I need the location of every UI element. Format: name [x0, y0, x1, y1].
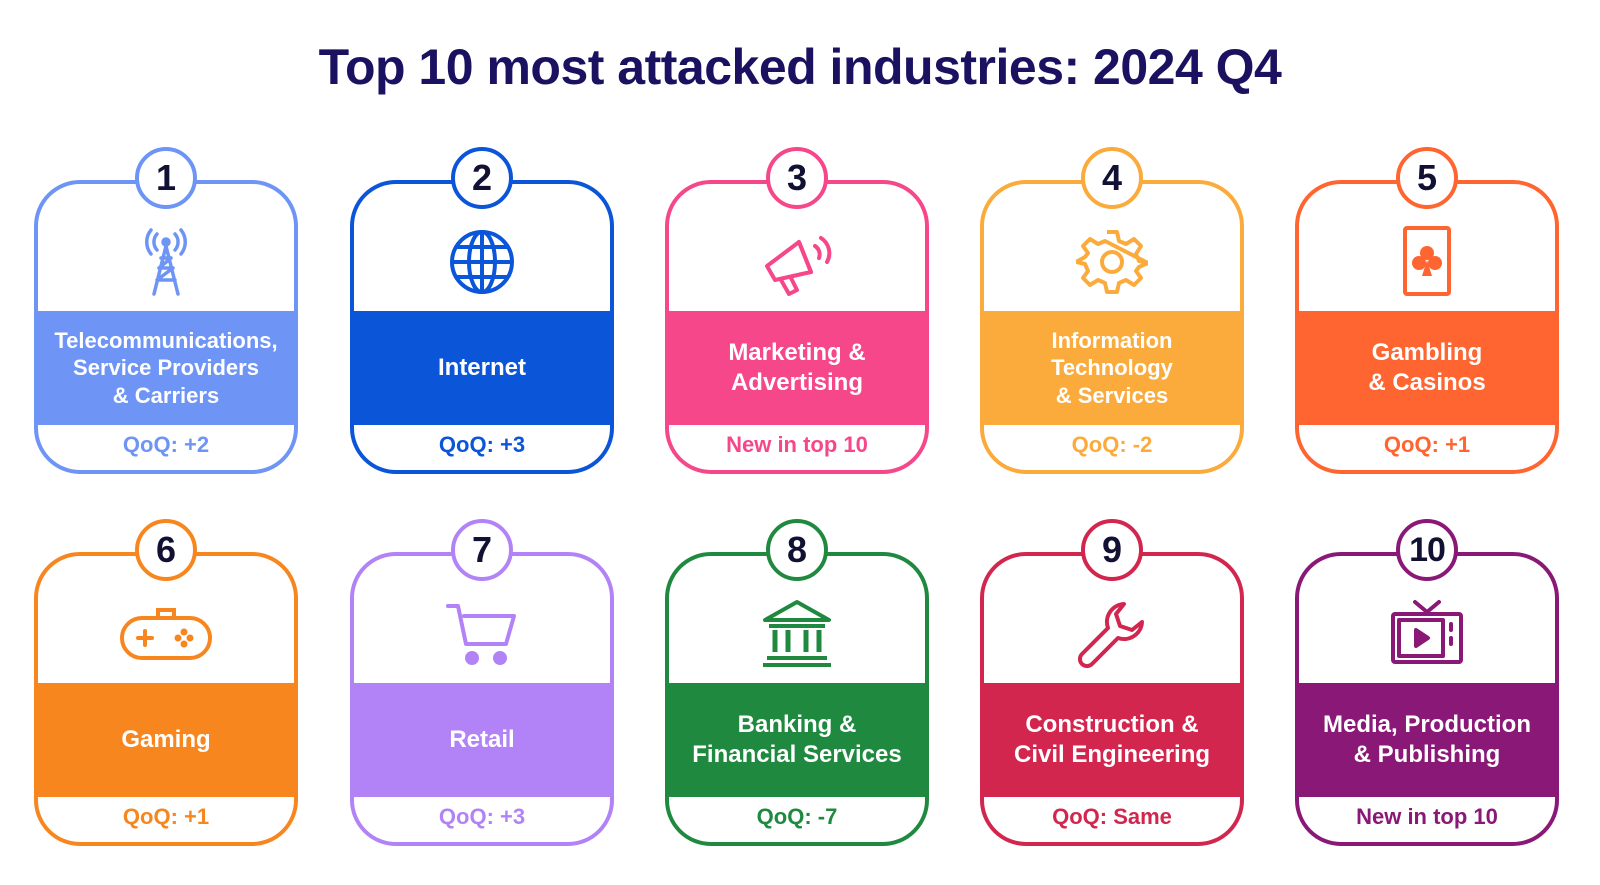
rank-badge: 8: [766, 519, 828, 581]
industry-name: Internet: [354, 311, 610, 425]
industry-name: Marketing & Advertising: [669, 311, 925, 425]
industry-card: Construction & Civil Engineering QoQ: Sam…: [980, 552, 1244, 846]
industry-name: Gaming: [38, 683, 294, 797]
qoq-change: QoQ: +3: [438, 804, 526, 829]
industry-card: Retail QoQ: +3: [350, 552, 614, 846]
industry-card: Marketing & Advertising New in top 10: [665, 180, 929, 474]
rank-badge: 9: [1081, 519, 1143, 581]
industry-card: Telecommunications, Service Providers & …: [34, 180, 298, 474]
tv-icon: [1299, 598, 1555, 670]
industry-card: Internet QoQ: +3: [350, 180, 614, 474]
rank-badge: 5: [1396, 147, 1458, 209]
page-title: Top 10 most attacked industries: 2024 Q4: [318, 39, 1282, 95]
playing-card-icon: [1299, 226, 1555, 298]
industry-card: Gambling & Casinos QoQ: +1: [1295, 180, 1559, 474]
industry-name: Media, Production & Publishing: [1299, 683, 1555, 797]
rank-badge: 3: [766, 147, 828, 209]
rank-badge: 10: [1396, 519, 1458, 581]
industry-card: Media, Production & Publishing New in top…: [1295, 552, 1559, 846]
industry-card: Gaming QoQ: +1: [34, 552, 298, 846]
industry-name: Construction & Civil Engineering: [984, 683, 1240, 797]
industry-name: Gambling & Casinos: [1299, 311, 1555, 425]
wrench-icon: [984, 598, 1240, 670]
industry-name: Telecommunications, Service Providers & …: [38, 311, 294, 425]
megaphone-icon: [669, 226, 925, 298]
rank-badge: 6: [135, 519, 197, 581]
bank-icon: [669, 598, 925, 670]
industry-name: Banking & Financial Services: [669, 683, 925, 797]
qoq-change: QoQ: -2: [1071, 432, 1153, 457]
qoq-change: QoQ: Same: [1052, 804, 1172, 829]
rank-badge: 1: [135, 147, 197, 209]
qoq-change: QoQ: +1: [122, 804, 210, 829]
qoq-change: QoQ: -7: [756, 804, 838, 829]
qoq-change: QoQ: +2: [122, 432, 210, 457]
rank-badge: 4: [1081, 147, 1143, 209]
rank-badge: 7: [451, 519, 513, 581]
industry-card: Information Technology & Services QoQ: -2: [980, 180, 1244, 474]
globe-icon: [354, 226, 610, 298]
qoq-change: New in top 10: [1356, 804, 1498, 829]
industry-name: Retail: [354, 683, 610, 797]
qoq-change: QoQ: +1: [1383, 432, 1471, 457]
rank-badge: 2: [451, 147, 513, 209]
industry-card: Banking & Financial Services QoQ: -7: [665, 552, 929, 846]
qoq-change: QoQ: +3: [438, 432, 526, 457]
industry-name: Information Technology & Services: [984, 311, 1240, 425]
antenna-tower-icon: [38, 226, 294, 298]
qoq-change: New in top 10: [726, 432, 868, 457]
gamepad-icon: [38, 598, 294, 670]
gear-icon: [984, 226, 1240, 298]
shopping-cart-icon: [354, 598, 610, 670]
